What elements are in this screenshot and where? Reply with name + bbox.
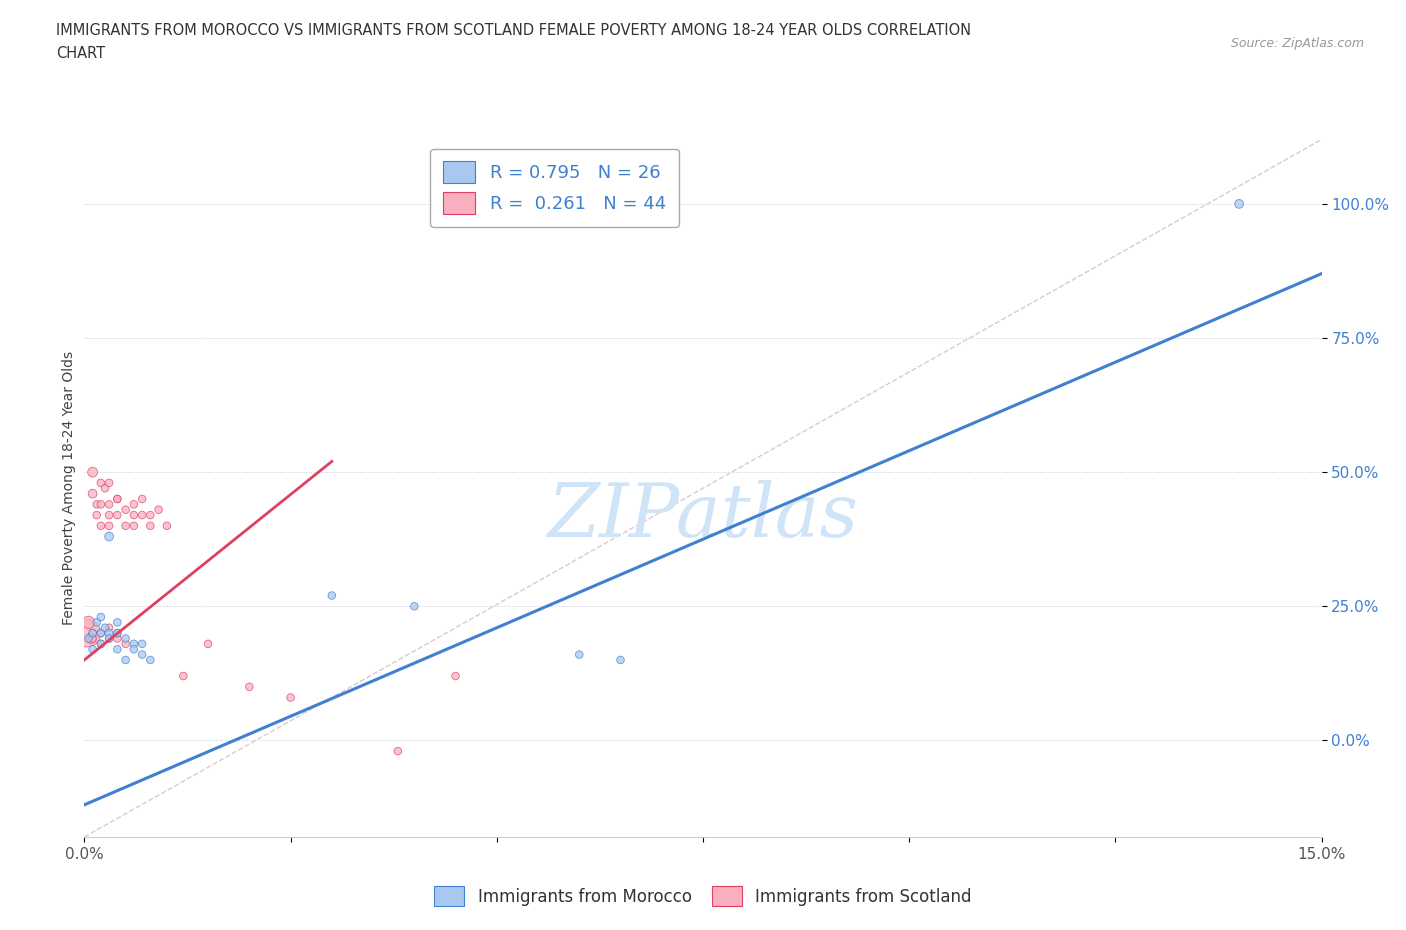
Point	[105, 492, 128, 507]
Point	[122, 497, 145, 512]
Point	[114, 502, 136, 517]
Text: Source: ZipAtlas.com: Source: ZipAtlas.com	[1230, 37, 1364, 50]
Point	[238, 679, 260, 694]
Point	[114, 518, 136, 533]
Point	[609, 653, 631, 668]
Point	[90, 636, 112, 651]
Text: IMMIGRANTS FROM MOROCCO VS IMMIGRANTS FROM SCOTLAND FEMALE POVERTY AMONG 18-24 Y: IMMIGRANTS FROM MOROCCO VS IMMIGRANTS FR…	[56, 23, 972, 38]
Point	[105, 492, 128, 507]
Point	[122, 508, 145, 523]
Point	[77, 615, 100, 630]
Point	[156, 518, 179, 533]
Point	[98, 631, 121, 646]
Legend: Immigrants from Morocco, Immigrants from Scotland: Immigrants from Morocco, Immigrants from…	[427, 880, 979, 912]
Point	[114, 636, 136, 651]
Point	[86, 508, 108, 523]
Point	[77, 631, 100, 646]
Point	[94, 620, 117, 635]
Point	[98, 626, 121, 641]
Point	[197, 636, 219, 651]
Point	[86, 615, 108, 630]
Point	[105, 631, 128, 646]
Point	[90, 626, 112, 641]
Point	[114, 653, 136, 668]
Point	[86, 497, 108, 512]
Point	[90, 497, 112, 512]
Point	[90, 475, 112, 490]
Legend: R = 0.795   N = 26, R =  0.261   N = 44: R = 0.795 N = 26, R = 0.261 N = 44	[430, 149, 679, 227]
Point	[98, 497, 121, 512]
Point	[105, 626, 128, 641]
Point	[568, 647, 591, 662]
Point	[139, 508, 162, 523]
Point	[404, 599, 426, 614]
Text: ZIPatlas: ZIPatlas	[547, 480, 859, 552]
Point	[80, 631, 103, 646]
Point	[105, 626, 128, 641]
Point	[131, 508, 153, 523]
Point	[82, 486, 104, 501]
Text: CHART: CHART	[56, 46, 105, 61]
Point	[139, 518, 162, 533]
Point	[131, 647, 153, 662]
Point	[387, 744, 409, 759]
Point	[82, 642, 104, 657]
Point	[321, 588, 343, 603]
Point	[94, 481, 117, 496]
Point	[172, 669, 194, 684]
Point	[82, 626, 104, 641]
Point	[122, 636, 145, 651]
Point	[98, 518, 121, 533]
Point	[82, 626, 104, 641]
Point	[98, 508, 121, 523]
Point	[122, 518, 145, 533]
Point	[1227, 196, 1250, 211]
Point	[98, 620, 121, 635]
Point	[82, 465, 104, 480]
Point	[139, 653, 162, 668]
Point	[98, 631, 121, 646]
Point	[82, 631, 104, 646]
Point	[280, 690, 302, 705]
Point	[105, 508, 128, 523]
Point	[122, 642, 145, 657]
Point	[90, 518, 112, 533]
Point	[90, 636, 112, 651]
Point	[131, 492, 153, 507]
Y-axis label: Female Poverty Among 18-24 Year Olds: Female Poverty Among 18-24 Year Olds	[62, 352, 76, 625]
Point	[98, 475, 121, 490]
Point	[105, 615, 128, 630]
Point	[98, 529, 121, 544]
Point	[114, 631, 136, 646]
Point	[148, 502, 170, 517]
Point	[76, 626, 98, 641]
Point	[90, 609, 112, 624]
Point	[131, 636, 153, 651]
Point	[105, 642, 128, 657]
Point	[90, 626, 112, 641]
Point	[444, 669, 467, 684]
